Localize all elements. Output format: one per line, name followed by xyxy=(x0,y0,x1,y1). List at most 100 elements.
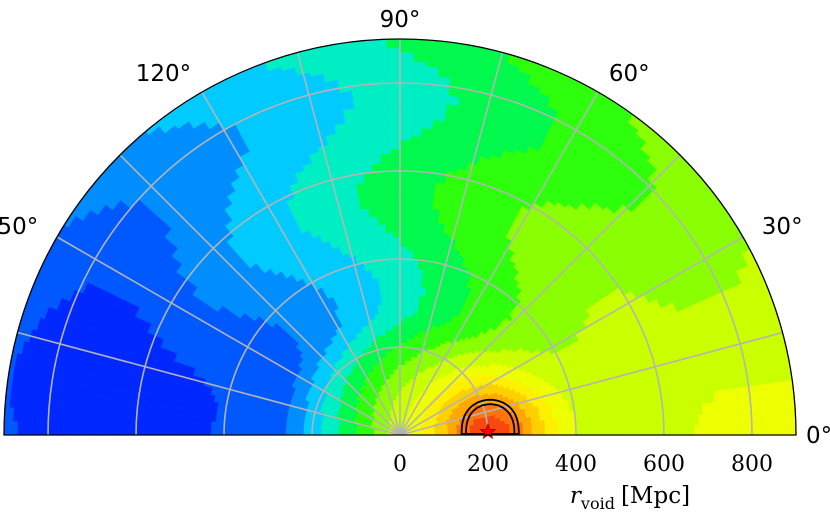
heatmap-cell xyxy=(614,419,621,428)
heatmap-cell xyxy=(258,424,265,431)
heatmap-cell xyxy=(399,267,407,273)
heatmap-cell xyxy=(281,422,287,428)
heatmap-cell xyxy=(406,236,415,243)
heatmap-cell xyxy=(409,285,416,291)
heatmap-cell xyxy=(404,289,411,295)
heatmap-cell xyxy=(407,316,413,322)
heatmap-cell xyxy=(399,245,407,251)
heatmap-cell xyxy=(272,430,278,435)
heatmap-cell xyxy=(406,333,411,340)
heatmap-cell xyxy=(267,425,274,431)
heatmap-cell xyxy=(232,417,239,424)
heatmap-cell xyxy=(232,428,238,435)
heatmap-cell xyxy=(391,201,401,207)
heatmap-cell xyxy=(394,276,401,282)
heatmap-cell xyxy=(404,280,412,287)
heatmap-cell xyxy=(403,315,409,322)
heatmap-cell xyxy=(409,289,416,296)
heatmap-cell xyxy=(228,416,235,424)
heatmap-cell xyxy=(641,426,647,435)
heatmap-cell xyxy=(254,429,260,435)
heatmap-cell xyxy=(228,428,234,435)
heatmap-cell xyxy=(201,427,207,435)
heatmap-cell xyxy=(170,426,177,435)
heatmap-cell xyxy=(411,267,418,274)
heatmap-cell xyxy=(404,298,410,304)
heatmap-cell xyxy=(410,281,417,287)
heatmap-cell xyxy=(399,263,407,269)
heatmap-cell xyxy=(399,219,408,225)
heatmap-cell xyxy=(197,427,203,435)
heatmap-cell xyxy=(636,417,643,428)
heatmap-cell xyxy=(407,201,417,208)
heatmap-cell xyxy=(392,329,397,335)
heatmap-cell xyxy=(246,418,252,425)
heatmap-cell xyxy=(389,293,396,300)
heatmap-cell xyxy=(384,285,391,291)
heatmap-cell xyxy=(579,415,585,423)
heatmap-cell xyxy=(406,232,415,238)
heatmap-cell xyxy=(412,245,421,252)
heatmap-cell xyxy=(403,333,408,339)
heatmap-cell xyxy=(197,420,203,429)
heatmap-cell xyxy=(540,429,546,435)
heatmap-cell xyxy=(385,236,394,243)
heatmap-cell xyxy=(382,267,389,274)
heatmap-cell xyxy=(557,417,563,425)
heatmap-cell xyxy=(407,192,418,199)
heatmap-cell xyxy=(294,427,300,432)
heatmap-cell xyxy=(157,417,164,428)
heatmap-cell xyxy=(391,205,401,212)
heatmap-cell xyxy=(623,426,630,435)
heatmap-cell xyxy=(383,210,393,216)
heatmap-cell xyxy=(383,201,393,208)
heatmap-cell xyxy=(399,276,406,282)
heatmap-cell xyxy=(298,427,304,432)
heatmap-cell xyxy=(241,429,247,435)
heatmap-cell xyxy=(404,293,411,300)
heatmap-cell xyxy=(391,210,401,216)
heatmap-cell xyxy=(407,324,412,331)
heatmap-cell xyxy=(214,421,221,430)
heatmap-cell xyxy=(281,418,288,424)
heatmap-cell xyxy=(254,419,261,426)
heatmap-cell xyxy=(408,302,415,309)
heatmap-cell xyxy=(391,192,401,198)
heatmap-cell xyxy=(402,351,407,357)
heatmap-cell xyxy=(383,197,393,203)
heatmap-cell xyxy=(393,271,401,278)
heatmap-cell xyxy=(565,416,572,424)
heatmap-cell xyxy=(390,298,396,304)
heatmap-cell xyxy=(280,426,287,432)
heatmap-cell xyxy=(380,250,388,256)
heatmap-cell xyxy=(411,316,417,323)
heatmap-cell xyxy=(386,249,395,256)
heatmap-cell xyxy=(405,276,412,282)
heatmap-cell xyxy=(584,428,590,435)
heatmap-cell xyxy=(583,414,590,423)
heatmap-cell xyxy=(302,427,309,433)
heatmap-cell xyxy=(245,429,251,435)
heatmap-cell xyxy=(179,426,185,435)
heatmap-cell xyxy=(403,307,410,313)
heatmap-cell xyxy=(184,427,190,435)
heatmap-cell xyxy=(410,272,418,278)
heatmap-cell xyxy=(526,425,533,431)
heatmap-cell xyxy=(406,223,416,230)
heatmap-cell xyxy=(393,249,401,256)
heatmap-cell xyxy=(162,426,168,435)
heatmap-cell xyxy=(496,427,502,432)
heatmap-cell xyxy=(263,420,270,427)
heatmap-cell xyxy=(406,227,415,234)
heatmap-cell xyxy=(526,420,533,427)
heatmap-cell xyxy=(566,428,572,435)
heatmap-cell xyxy=(385,232,394,238)
heatmap-cell xyxy=(276,421,283,428)
heatmap-cell xyxy=(267,420,274,427)
heatmap-cell xyxy=(392,227,401,234)
heatmap-cell xyxy=(394,280,401,286)
heatmap-cell xyxy=(384,289,391,296)
heatmap-cell xyxy=(385,302,392,309)
heatmap-cell xyxy=(272,425,278,432)
